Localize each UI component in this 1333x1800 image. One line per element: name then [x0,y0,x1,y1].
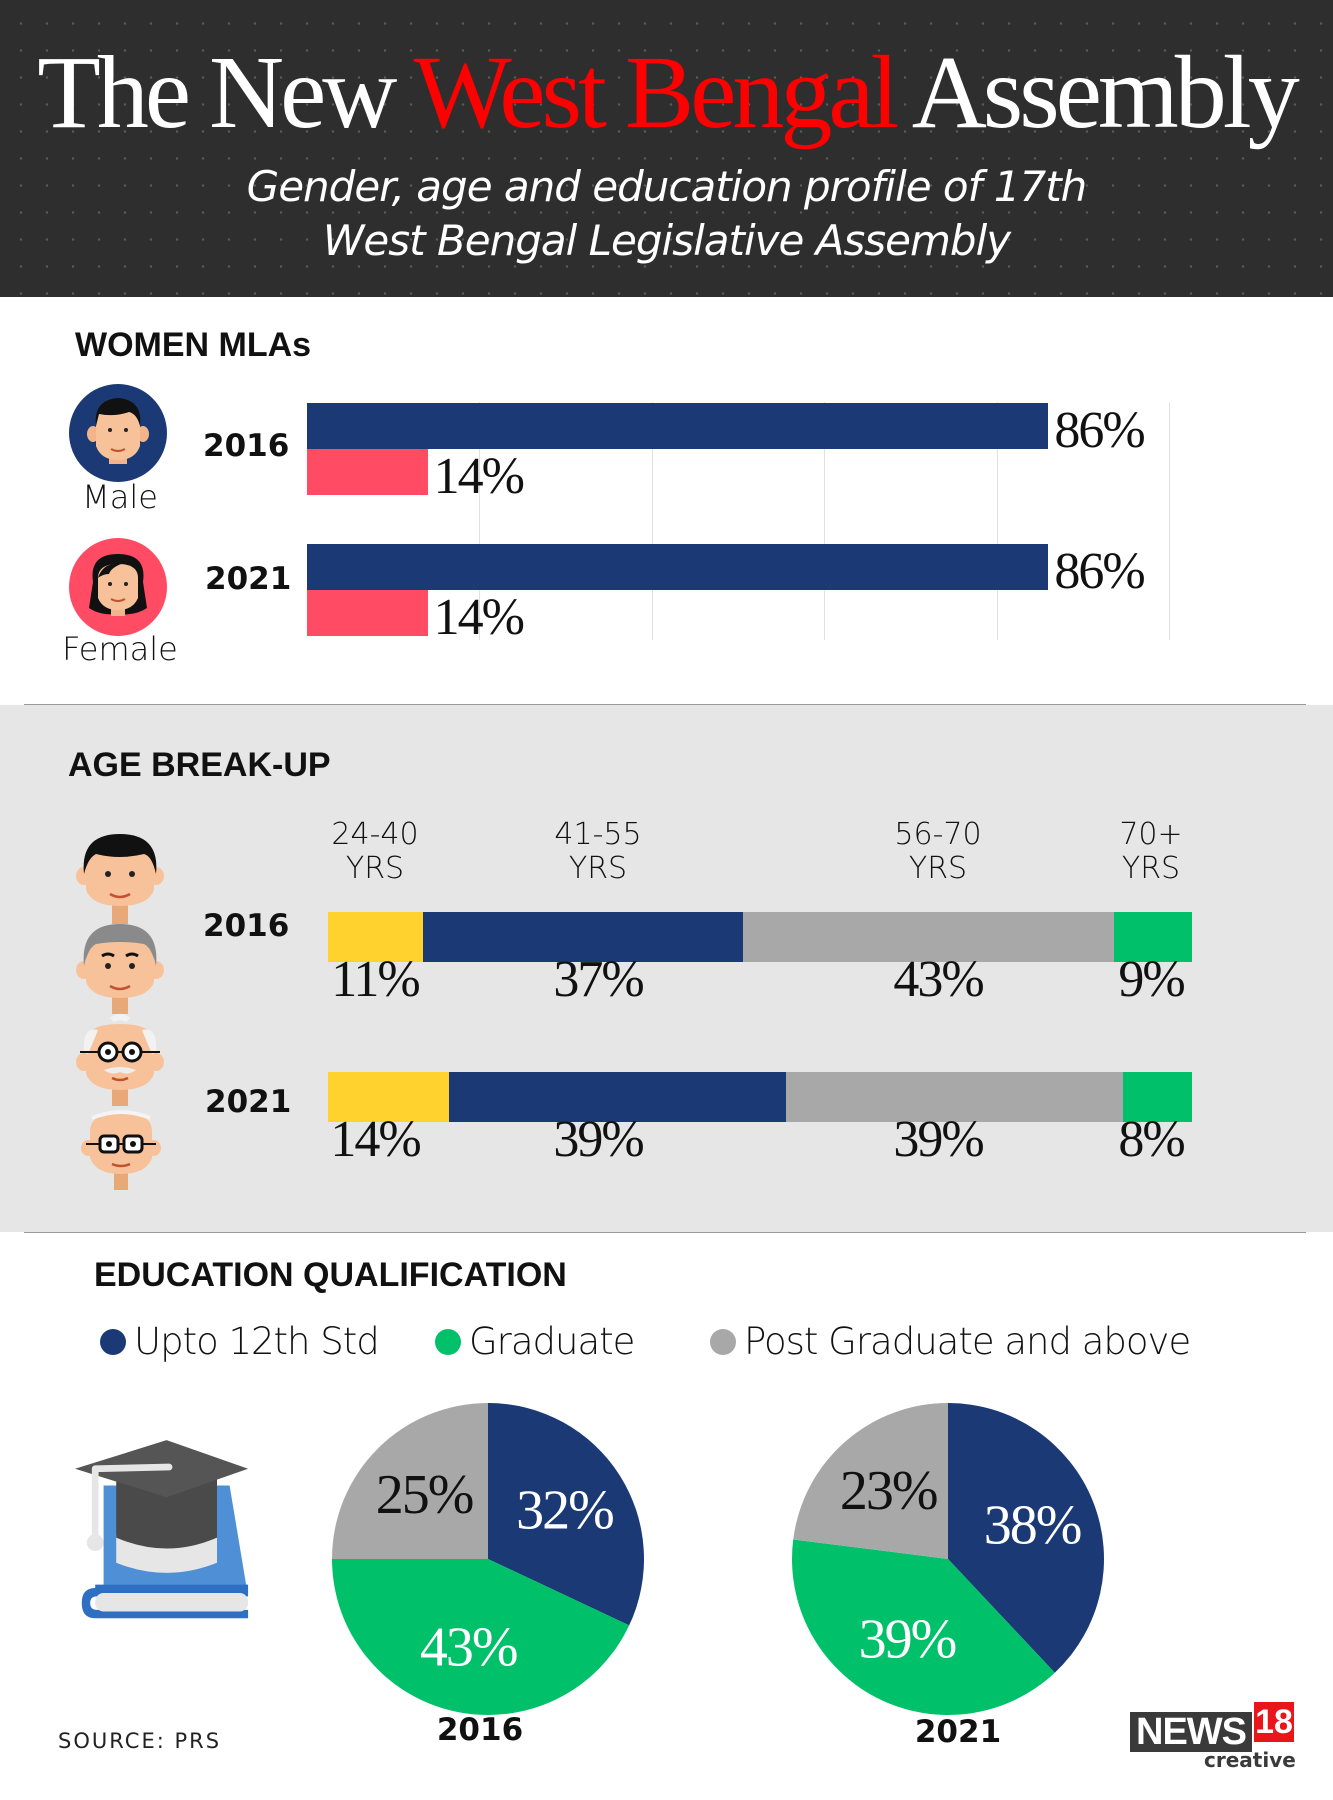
bar-label-female-2021: 14% [433,589,525,646]
legend-post-graduate: Post Graduate and above [710,1320,1191,1363]
age-group-header: 70+ YRS [1081,818,1221,886]
pie-slice-graduate [332,1559,630,1716]
pie-slice-upto-12th-std [488,1403,644,1626]
age-range-label: 56-70 [894,817,982,852]
pie-slice-label: 38% [984,1495,1081,1557]
news18-creative-logo: NEWS 18 creative [1130,1700,1300,1772]
title-highlight: West Bengal [413,35,899,150]
section-divider-2 [24,1232,1306,1233]
section-divider-1 [24,704,1306,705]
bar-label-male-2016: 86% [1054,402,1145,459]
age-segment-label-3-2016: 9% [1118,951,1185,1008]
bar-male-2021 [307,544,1049,590]
pie-year-label-2016: 2016 [436,1712,524,1748]
education-title: EDUCATION QUALIFICATION [94,1256,567,1294]
old-man-glasses-face-icon [81,1110,161,1190]
legend-dot-gray-icon [710,1328,736,1355]
age-unit-label: YRS [908,851,968,886]
age-segment-1-2021 [448,1072,786,1122]
age-unit-label: YRS [568,851,628,886]
bar-female-2021 [307,590,428,636]
legend-upto-12th: Upto 12th Std [100,1320,380,1363]
women-year-label-2016: 2016 [203,428,290,464]
subtitle-line-2: West Bengal Legislative Assembly [322,216,1011,265]
pie-slice-label: 25% [376,1464,473,1526]
pie-slice-label: 39% [859,1609,956,1671]
page-title: The New West Bengal Assembly [0,35,1333,150]
age-year-label-2021: 2021 [205,1084,292,1120]
age-group-header: 41-55 YRS [528,818,668,886]
logo-news-text: NEWS [1130,1712,1252,1752]
age-section-background [0,705,1333,1232]
bar-label-female-2016: 14% [433,448,525,505]
age-segment-label-3-2021: 8% [1118,1111,1185,1168]
subtitle-line-1: Gender, age and education profile of 17t… [246,162,1088,211]
age-group-header: 56-70 YRS [868,818,1008,886]
age-segment-3-2016 [1114,912,1192,962]
header-banner: The New West Bengal Assembly Gender, age… [0,0,1333,297]
pie-slice-post-graduate-and-above [332,1403,488,1559]
age-segment-0-2016 [328,912,424,962]
legend-graduate: Graduate [435,1320,635,1363]
bar-label-male-2021: 86% [1054,543,1145,600]
elderly-man-glasses-face-icon [76,1014,164,1106]
source-note: SOURCE: PRS [58,1729,222,1753]
graduation-cap-book-icon [75,1440,249,1619]
pie-slice-label: 32% [516,1480,613,1542]
women-mlas-title: WOMEN MLAs [75,326,312,364]
bar-male-2016 [307,403,1049,449]
age-segment-label-0-2016: 11% [331,951,420,1008]
legend-label-post-graduate: Post Graduate and above [744,1320,1191,1363]
legend-dot-green-icon [435,1328,461,1355]
age-segment-label-2-2016: 43% [893,951,984,1008]
page-subtitle: Gender, age and education profile of 17t… [0,160,1333,268]
gridline [996,402,998,640]
pie-slice-label: 23% [840,1460,937,1522]
gridline [824,402,826,640]
pie-year-label-2021: 2021 [914,1714,1002,1750]
age-range-label: 41-55 [554,817,642,852]
age-unit-label: YRS [1121,851,1181,886]
age-unit-label: YRS [345,851,405,886]
age-segment-2-2016 [742,912,1115,962]
title-part-1: The New [37,35,397,150]
legend-dot-navy-icon [100,1328,126,1355]
title-part-2: Assembly [911,35,1300,150]
age-range-label: 70+ [1119,817,1183,852]
women-year-label-2021: 2021 [205,561,292,597]
gridline [479,402,481,640]
age-breakup-title: AGE BREAK-UP [68,746,331,784]
male-legend-label: Male [82,478,158,516]
age-group-header: 24-40 YRS [305,818,445,886]
age-segment-1-2016 [423,912,743,962]
male-avatar-icon [69,384,167,482]
age-range-label: 24-40 [331,817,419,852]
age-segment-label-0-2021: 14% [330,1111,421,1168]
legend-label-upto-12th: Upto 12th Std [134,1320,380,1363]
female-avatar-icon [69,538,167,636]
logo-sub-text: creative [1204,1748,1296,1772]
age-year-label-2016: 2016 [203,908,290,944]
pie-slice-post-graduate-and-above [793,1403,948,1559]
age-segment-label-1-2021: 39% [553,1111,644,1168]
middle-aged-man-face-icon [76,924,164,1014]
female-legend-label: Female [62,630,178,668]
age-segment-0-2021 [328,1072,449,1122]
pie-slice-label: 43% [420,1616,517,1678]
age-segment-3-2021 [1122,1072,1192,1122]
gridline [1169,402,1170,640]
gridline [651,402,653,640]
logo-number: 18 [1254,1702,1294,1742]
pie-slice-graduate [791,1539,1055,1716]
pie-slice-upto-12th-std [948,1403,1105,1673]
age-segment-label-1-2016: 37% [553,951,644,1008]
bar-female-2016 [307,449,428,495]
legend-label-graduate: Graduate [469,1320,635,1363]
young-man-face-icon [76,834,164,924]
age-segment-2-2021 [785,1072,1123,1122]
age-segment-label-2-2021: 39% [893,1111,984,1168]
